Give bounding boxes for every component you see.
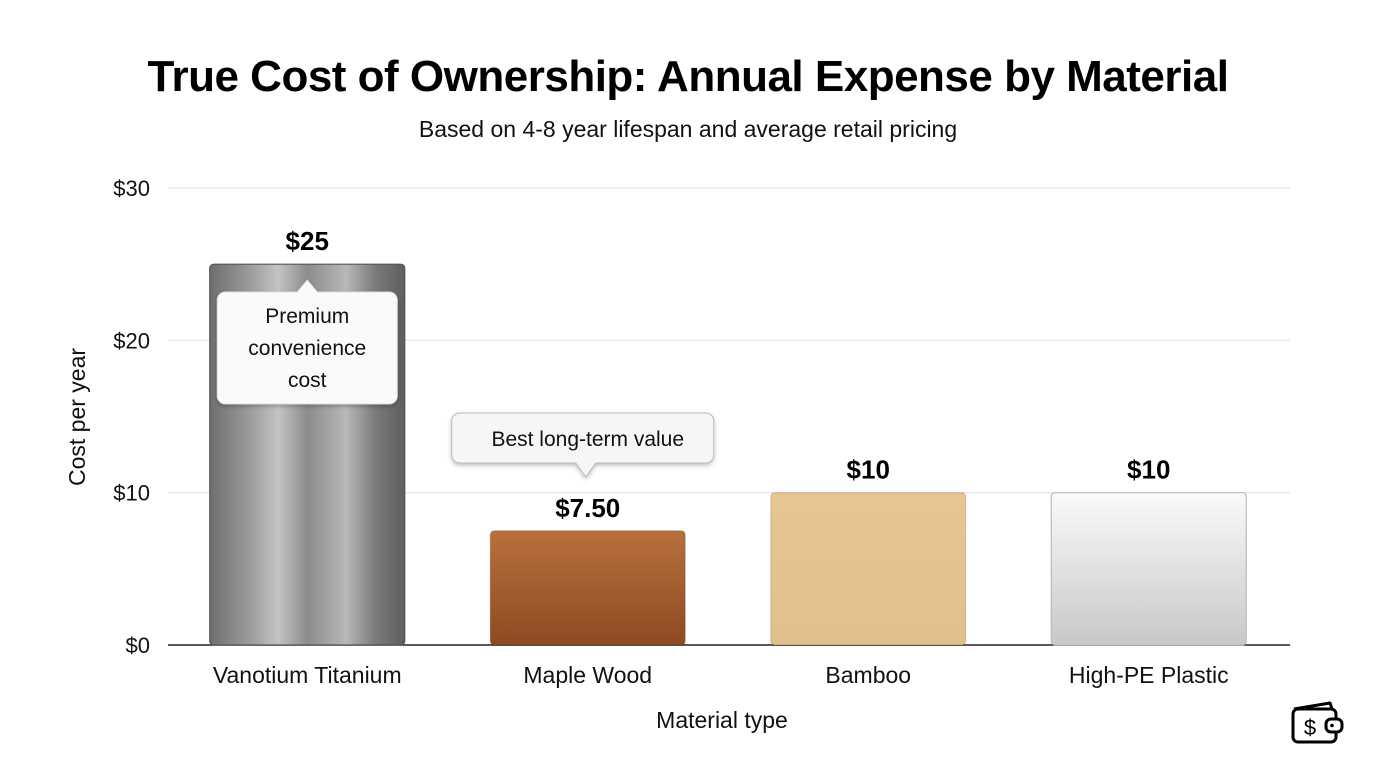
callout-box [216, 279, 398, 405]
y-axis-label: Cost per year [64, 348, 90, 486]
data-label: $25 [286, 226, 329, 256]
x-axis-label: Material type [656, 707, 788, 733]
data-label: $10 [1127, 455, 1170, 485]
annotation-text: Premium [265, 305, 349, 328]
y-tick-label: $0 [126, 633, 150, 658]
annotation-callout [451, 412, 715, 478]
x-tick-label: Maple Wood [523, 662, 652, 688]
annotation-callout [216, 279, 398, 405]
bar [770, 492, 967, 646]
annotation-text: cost [288, 369, 327, 392]
chart-subtitle: Based on 4-8 year lifespan and average r… [418, 116, 958, 142]
annotation-text: convenience [248, 337, 366, 360]
x-tick-label: Vanotium Titanium [213, 662, 402, 688]
callout-box [451, 412, 715, 478]
data-label: $7.50 [555, 493, 620, 523]
y-tick-label: $20 [113, 328, 150, 353]
x-tick-label: High-PE Plastic [1069, 662, 1229, 688]
bar [1050, 492, 1247, 646]
x-tick-label: Bamboo [825, 662, 911, 688]
y-tick-label: $10 [113, 481, 150, 506]
annotation-text: Best long-term value [491, 428, 684, 451]
bar [489, 530, 686, 646]
data-label: $10 [847, 455, 890, 485]
wallet-dollar-icon: $ [1291, 701, 1344, 744]
chart-title: True Cost of Ownership: Annual Expense b… [147, 52, 1229, 101]
y-tick-label: $30 [113, 176, 150, 201]
svg-text:$: $ [1304, 715, 1316, 740]
